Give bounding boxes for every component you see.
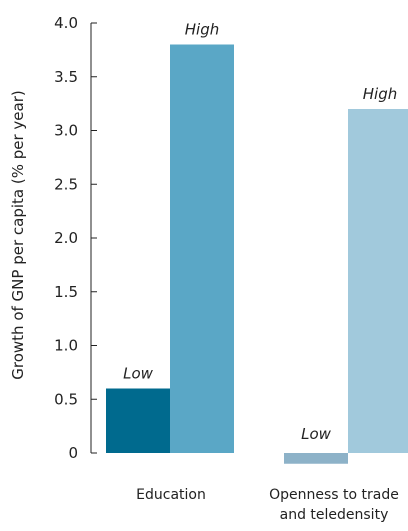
bar-labels: Low High Low High [123,21,397,444]
bar [284,453,348,464]
bars [106,44,408,464]
y-tick-label: 2.0 [54,229,78,247]
y-axis: 0 0.5 1.0 1.5 2.0 2.5 3.0 3.5 4.0 [54,14,97,462]
y-tick-label: 1.5 [54,283,78,301]
y-tick-label: 2.5 [54,175,78,193]
y-tick-label: 4.0 [54,14,78,32]
bar-label: Low [301,425,332,443]
bar-label: High [185,21,219,39]
y-tick-label: 3.0 [54,122,78,140]
category-label: and teledensity [280,507,389,523]
category-label: Education [136,487,206,503]
y-axis-title: Growth of GNP per capita (% per year) [9,90,27,379]
y-tick-label: 0 [68,444,78,462]
category-labels: Education Openness to trade and teledensit… [136,487,399,523]
bar-label: Low [123,365,154,383]
bar [106,388,170,453]
y-tick-label: 1.0 [54,337,78,355]
category-label: Openness to trade [269,487,399,503]
bar-label: High [363,85,397,103]
y-tick-label: 3.5 [54,68,78,86]
bar [348,109,408,453]
y-tick-label: 0.5 [54,390,78,408]
bar [170,44,234,453]
